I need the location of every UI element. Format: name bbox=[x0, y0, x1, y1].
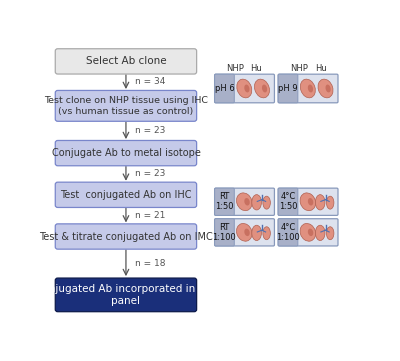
Text: Hu: Hu bbox=[315, 64, 326, 73]
Text: n = 23: n = 23 bbox=[135, 169, 166, 178]
Text: pH 6: pH 6 bbox=[214, 84, 234, 93]
FancyBboxPatch shape bbox=[215, 188, 234, 216]
Ellipse shape bbox=[315, 195, 325, 210]
Ellipse shape bbox=[315, 225, 325, 240]
Text: Test clone on NHP tissue using IHC
(vs human tissue as control): Test clone on NHP tissue using IHC (vs h… bbox=[44, 96, 208, 116]
Ellipse shape bbox=[254, 79, 270, 98]
Ellipse shape bbox=[262, 84, 267, 92]
FancyBboxPatch shape bbox=[215, 74, 274, 103]
FancyBboxPatch shape bbox=[278, 188, 298, 216]
Ellipse shape bbox=[300, 193, 316, 210]
Text: Conjugate Ab to metal isotope: Conjugate Ab to metal isotope bbox=[52, 148, 200, 158]
Ellipse shape bbox=[244, 84, 250, 92]
Text: 4°C
1:100: 4°C 1:100 bbox=[276, 223, 300, 242]
FancyBboxPatch shape bbox=[215, 219, 234, 246]
FancyBboxPatch shape bbox=[278, 219, 298, 246]
Text: NHP: NHP bbox=[291, 64, 308, 73]
Text: Hu: Hu bbox=[250, 64, 262, 73]
Text: Select Ab clone: Select Ab clone bbox=[86, 56, 166, 66]
Text: RT
1:100: RT 1:100 bbox=[212, 223, 236, 242]
Ellipse shape bbox=[252, 195, 262, 210]
Ellipse shape bbox=[252, 225, 262, 240]
Ellipse shape bbox=[308, 229, 313, 236]
FancyBboxPatch shape bbox=[55, 49, 197, 74]
Text: n = 18: n = 18 bbox=[135, 258, 166, 268]
Ellipse shape bbox=[326, 84, 331, 92]
Ellipse shape bbox=[300, 223, 316, 241]
Ellipse shape bbox=[308, 198, 313, 205]
FancyBboxPatch shape bbox=[55, 278, 197, 312]
Text: RT
1:50: RT 1:50 bbox=[215, 192, 234, 212]
FancyBboxPatch shape bbox=[278, 219, 338, 246]
Text: NHP: NHP bbox=[226, 64, 244, 73]
Ellipse shape bbox=[244, 229, 250, 236]
Ellipse shape bbox=[236, 193, 252, 210]
FancyBboxPatch shape bbox=[215, 188, 274, 216]
FancyBboxPatch shape bbox=[278, 74, 298, 103]
Text: pH 9: pH 9 bbox=[278, 84, 298, 93]
Ellipse shape bbox=[318, 79, 333, 98]
Ellipse shape bbox=[300, 79, 315, 98]
Ellipse shape bbox=[326, 227, 334, 240]
Ellipse shape bbox=[263, 196, 270, 209]
FancyBboxPatch shape bbox=[55, 91, 197, 121]
Ellipse shape bbox=[244, 198, 250, 205]
FancyBboxPatch shape bbox=[215, 74, 234, 103]
Text: n = 23: n = 23 bbox=[135, 126, 166, 135]
FancyBboxPatch shape bbox=[278, 74, 338, 103]
Ellipse shape bbox=[326, 196, 334, 209]
FancyBboxPatch shape bbox=[215, 219, 274, 246]
Ellipse shape bbox=[308, 84, 313, 92]
FancyBboxPatch shape bbox=[55, 140, 197, 166]
Text: Conjugated Ab incorporated in IMC
panel: Conjugated Ab incorporated in IMC panel bbox=[34, 284, 217, 306]
Ellipse shape bbox=[263, 227, 270, 240]
Text: n = 21: n = 21 bbox=[135, 211, 166, 220]
FancyBboxPatch shape bbox=[55, 224, 197, 249]
Text: Test & titrate conjugated Ab on IMC: Test & titrate conjugated Ab on IMC bbox=[39, 231, 213, 242]
Ellipse shape bbox=[237, 79, 252, 98]
FancyBboxPatch shape bbox=[55, 182, 197, 208]
Text: Test  conjugated Ab on IHC: Test conjugated Ab on IHC bbox=[60, 190, 192, 200]
FancyBboxPatch shape bbox=[278, 188, 338, 216]
Ellipse shape bbox=[236, 223, 252, 241]
Text: n = 34: n = 34 bbox=[135, 78, 166, 86]
Text: 4°C
1:50: 4°C 1:50 bbox=[279, 192, 297, 212]
